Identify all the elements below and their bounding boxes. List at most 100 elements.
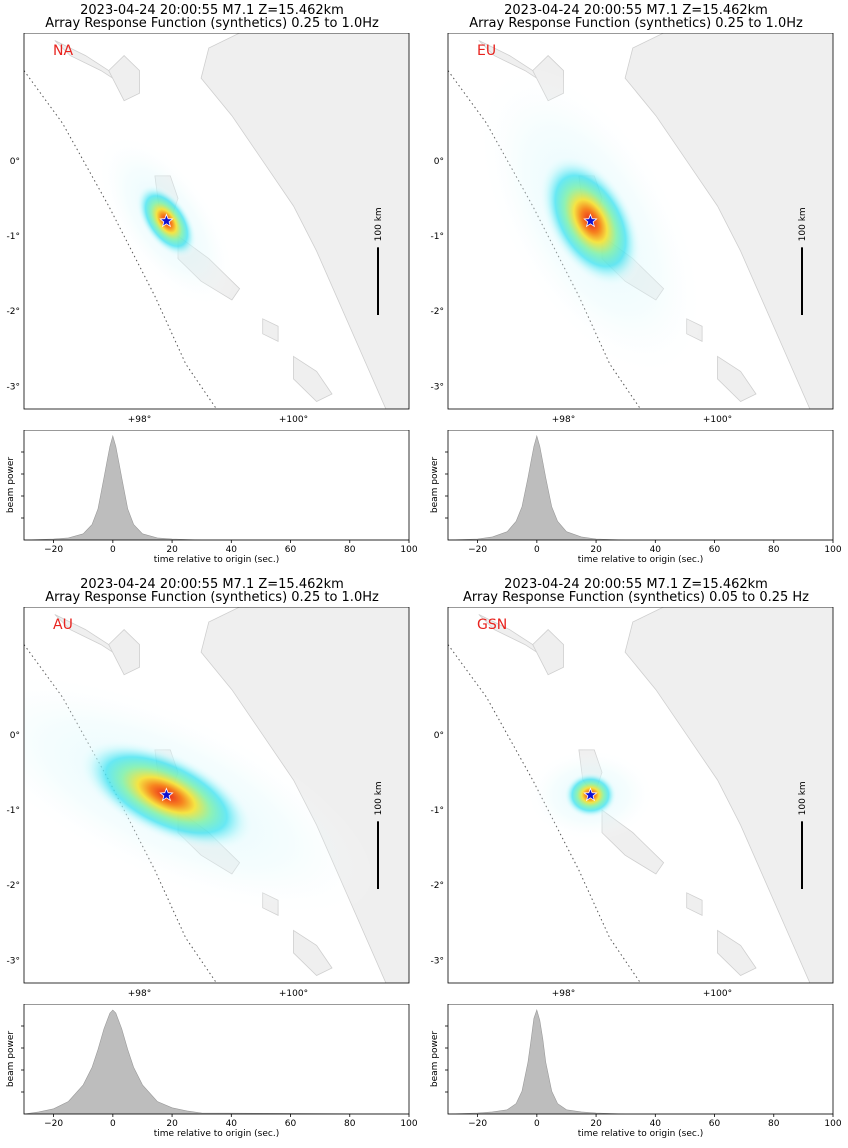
- lat-tick-label: -2°: [7, 307, 20, 317]
- x-tick-label: 100: [824, 1119, 841, 1129]
- x-tick-label: 60: [285, 1119, 297, 1129]
- panel-title-line1: 2023-04-24 20:00:55 M7.1 Z=15.462km: [504, 3, 768, 18]
- x-tick-label: 20: [166, 545, 178, 555]
- x-tick-label: −20: [44, 1119, 63, 1129]
- map-gsn: 100 km GSN 0° -1° -2° -3° +98° +100°: [424, 607, 848, 1003]
- x-tick-label: 60: [709, 1119, 721, 1129]
- lat-tick-label: 0°: [434, 731, 444, 741]
- x-axis-label: time relative to origin (sec.): [154, 555, 279, 565]
- y-axis-label: beam power: [6, 1031, 16, 1088]
- x-tick-label: 80: [344, 1119, 356, 1129]
- x-tick-label: 60: [709, 545, 721, 555]
- map-svg: 100 km GSN 0° -1° -2° -3° +98° +100°: [431, 607, 834, 999]
- x-tick-label: 0: [534, 545, 540, 555]
- beam-power-area: [447, 434, 833, 541]
- scale-bar-label: 100 km: [798, 207, 808, 241]
- lat-tick-label: -2°: [431, 307, 444, 317]
- network-label: AU: [53, 617, 73, 633]
- panel-title-line2: Array Response Function (synthetics) 0.2…: [469, 16, 803, 31]
- beam-svg: −20 0 20 40 60 80 100 time relative to origin (…: [6, 1004, 418, 1139]
- panel-eu: 2023-04-24 20:00:55 M7.1 Z=15.462km Arra…: [424, 0, 848, 574]
- pagai-island: [717, 929, 757, 976]
- lat-tick-label: -3°: [7, 956, 20, 966]
- x-tick-label: −20: [468, 545, 487, 555]
- lon-tick-label: +98°: [128, 415, 152, 425]
- beam-frame: [447, 430, 834, 541]
- panel-title-line2: Array Response Function (synthetics) 0.2…: [45, 16, 379, 31]
- lat-tick-label: 0°: [10, 157, 20, 167]
- panel-gsn: 2023-04-24 20:00:55 M7.1 Z=15.462km Arra…: [424, 574, 848, 1148]
- map-svg: 100 km EU 0° -1° -2° -3° +98° +100°: [431, 33, 834, 425]
- scale-bar-label: 100 km: [374, 207, 384, 241]
- x-axis-label: time relative to origin (sec.): [578, 1129, 703, 1139]
- lon-tick-label: +100°: [703, 989, 732, 999]
- pagai-island: [293, 929, 333, 976]
- scale-bar-label: 100 km: [798, 781, 808, 815]
- lon-tick-label: +98°: [128, 989, 152, 999]
- nias-island: [532, 629, 564, 676]
- map-frame: [23, 607, 410, 984]
- x-tick-label: 0: [110, 1119, 116, 1129]
- x-tick-label: 20: [590, 545, 602, 555]
- network-label: GSN: [477, 617, 507, 633]
- sipora-island: [262, 318, 279, 342]
- lat-tick-label: -3°: [431, 382, 444, 392]
- network-label: NA: [53, 43, 73, 59]
- beam-frame: [23, 1004, 410, 1115]
- x-tick-label: 80: [768, 545, 780, 555]
- sumatra-landmass: [624, 33, 833, 409]
- panel-title-line1: 2023-04-24 20:00:55 M7.1 Z=15.462km: [80, 3, 344, 18]
- x-tick-label: 40: [226, 1119, 238, 1129]
- panel-title-line2: Array Response Function (synthetics) 0.2…: [45, 590, 379, 605]
- network-label: EU: [477, 43, 496, 59]
- lat-tick-label: -3°: [431, 956, 444, 966]
- sumatra-landmass: [200, 33, 409, 409]
- x-tick-label: 100: [824, 545, 841, 555]
- lat-tick-label: -3°: [7, 382, 20, 392]
- beam-svg: −20 0 20 40 60 80 100 time relative to origin (…: [430, 1004, 842, 1139]
- pagai-island: [717, 355, 757, 402]
- panel-title-line1: 2023-04-24 20:00:55 M7.1 Z=15.462km: [504, 577, 768, 592]
- beam-power-area: [23, 1009, 410, 1115]
- map-frame: [447, 607, 834, 984]
- epicenter-star-icon: [159, 787, 174, 802]
- beam-plot-na: −20 0 20 40 60 80 100 time relative to origin (…: [0, 430, 424, 570]
- y-axis-label: beam power: [430, 457, 440, 514]
- lon-tick-label: +98°: [552, 989, 576, 999]
- beam-frame: [23, 430, 410, 541]
- x-tick-label: 40: [650, 1119, 662, 1129]
- beam-plot-gsn: −20 0 20 40 60 80 100 time relative to origin (…: [424, 1004, 848, 1144]
- map-svg: 100 km AU 0° -1° -2° -3° +98° +100°: [7, 607, 410, 999]
- beam-power-area: [447, 1009, 833, 1115]
- lat-tick-label: -1°: [7, 232, 20, 242]
- nias-island: [108, 629, 140, 676]
- lat-tick-label: -1°: [431, 806, 444, 816]
- x-tick-label: 20: [590, 1119, 602, 1129]
- x-axis-label: time relative to origin (sec.): [578, 555, 703, 565]
- x-tick-label: 100: [400, 545, 417, 555]
- beam-plot-eu: −20 0 20 40 60 80 100 time relative to origin (…: [424, 430, 848, 570]
- x-tick-label: 100: [400, 1119, 417, 1129]
- beam-svg: −20 0 20 40 60 80 100 time relative to origin (…: [6, 430, 418, 565]
- lat-tick-label: -2°: [7, 881, 20, 891]
- lon-tick-label: +100°: [279, 415, 308, 425]
- panel-au: 2023-04-24 20:00:55 M7.1 Z=15.462km Arra…: [0, 574, 424, 1148]
- lat-tick-label: 0°: [434, 157, 444, 167]
- beam-frame: [447, 1004, 834, 1115]
- x-tick-label: 80: [344, 545, 356, 555]
- x-tick-label: 20: [166, 1119, 178, 1129]
- x-tick-label: −20: [44, 545, 63, 555]
- x-tick-label: 40: [650, 545, 662, 555]
- x-tick-label: −20: [468, 1119, 487, 1129]
- scale-bar-label: 100 km: [374, 781, 384, 815]
- panel-title-line2: Array Response Function (synthetics) 0.0…: [462, 590, 810, 605]
- x-tick-label: 40: [226, 545, 238, 555]
- trench-line: [448, 644, 641, 983]
- map-au: 100 km AU 0° -1° -2° -3° +98° +100°: [0, 607, 424, 1003]
- beam-plot-au: −20 0 20 40 60 80 100 time relative to origin (…: [0, 1004, 424, 1144]
- epicenter-star-icon: [159, 213, 174, 228]
- panel-na: 2023-04-24 20:00:55 M7.1 Z=15.462km Arra…: [0, 0, 424, 574]
- beam-power-area: [23, 434, 409, 541]
- map-frame: [23, 33, 410, 410]
- beam-svg: −20 0 20 40 60 80 100 time relative to origin (…: [430, 430, 842, 565]
